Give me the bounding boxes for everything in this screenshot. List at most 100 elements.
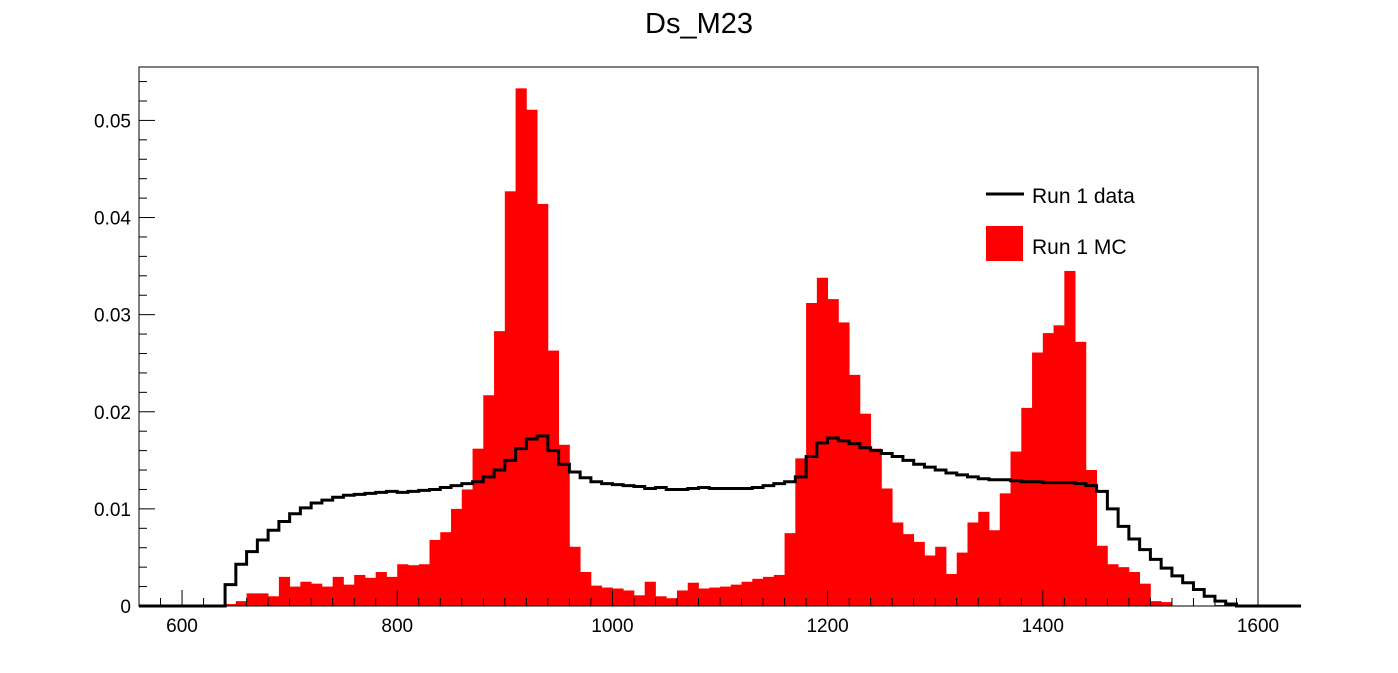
mc-bar xyxy=(892,522,904,606)
legend-label-data: Run 1 data xyxy=(1032,185,1135,208)
mc-bar xyxy=(773,574,785,606)
mc-bar xyxy=(526,109,538,606)
mc-bar xyxy=(1010,451,1022,606)
mc-bar xyxy=(1042,333,1054,606)
mc-bar xyxy=(1150,601,1162,606)
mc-bar xyxy=(268,596,280,606)
mc-bar xyxy=(763,576,775,606)
mc-bar xyxy=(483,395,495,606)
x-tick-label: 1400 xyxy=(1022,616,1064,637)
mc-bar xyxy=(1107,564,1119,606)
mc-bar xyxy=(1064,270,1076,606)
mc-bar xyxy=(741,581,753,606)
mc-bar xyxy=(999,493,1011,606)
mc-bar xyxy=(687,582,699,606)
mc-bar xyxy=(580,572,592,606)
mc-bar xyxy=(849,374,861,606)
mc-bar xyxy=(924,555,936,606)
mc-bar xyxy=(451,508,463,606)
mc-bar xyxy=(730,584,742,606)
mc-bar xyxy=(1085,470,1098,606)
mc-bar xyxy=(1161,602,1173,606)
mc-bar xyxy=(504,191,516,606)
data-step-line xyxy=(139,434,1302,608)
mc-bar xyxy=(655,596,667,606)
mc-bar xyxy=(515,88,527,606)
mc-bar xyxy=(558,444,570,606)
x-tick-label: 800 xyxy=(381,616,413,637)
y-tick-label: 0.02 xyxy=(94,403,131,424)
mc-bar xyxy=(343,584,355,606)
mc-bar xyxy=(935,546,947,606)
mc-bar xyxy=(881,488,893,606)
mc-bar xyxy=(418,564,430,606)
mc-bar xyxy=(590,585,603,606)
mc-bar xyxy=(235,601,247,606)
legend: Run 1 data Run 1 MC xyxy=(986,185,1135,261)
y-tick-label: 0.01 xyxy=(94,500,131,521)
mc-bar xyxy=(1096,545,1108,606)
mc-bar xyxy=(1075,341,1087,606)
mc-bar xyxy=(1021,407,1033,606)
mc-bar xyxy=(257,593,269,606)
mc-bar xyxy=(956,552,968,606)
mc-bar xyxy=(795,458,807,606)
mc-bar xyxy=(1128,572,1141,606)
data-histogram-line xyxy=(139,434,1302,608)
mc-bar xyxy=(978,511,990,606)
mc-bar xyxy=(989,530,1001,606)
mc-bar xyxy=(407,565,420,606)
mc-bar xyxy=(967,522,979,606)
x-axis: 600 800 1000 1200 1400 1600 xyxy=(138,590,1279,637)
mc-bar xyxy=(300,581,312,606)
mc-bar xyxy=(720,586,732,606)
mc-bar xyxy=(633,595,646,606)
legend-fill-swatch xyxy=(986,226,1023,261)
mc-bar xyxy=(870,448,882,606)
mc-bar xyxy=(945,573,958,606)
x-tick-label: 1600 xyxy=(1237,616,1279,637)
mc-bar xyxy=(1032,352,1044,606)
mc-bar xyxy=(429,539,441,606)
mc-bar xyxy=(278,576,291,606)
mc-bar xyxy=(1118,567,1130,606)
mc-bar xyxy=(644,581,656,606)
mc-bar xyxy=(547,350,560,606)
mc-bar xyxy=(332,576,344,606)
y-tick-label: 0.04 xyxy=(94,209,131,230)
mc-bar xyxy=(838,322,850,606)
y-tick-label: 0.03 xyxy=(94,306,131,327)
mc-bar xyxy=(698,588,710,606)
mc-bar xyxy=(569,546,581,606)
mc-bar xyxy=(623,590,635,606)
mc-bar xyxy=(386,576,398,606)
mc-bar xyxy=(311,583,323,606)
mc-bar xyxy=(246,593,258,606)
mc-bar xyxy=(666,598,678,606)
mc-bar xyxy=(321,586,334,606)
mc-bar xyxy=(827,299,839,606)
mc-bar xyxy=(354,574,366,606)
y-tick-label: 0.05 xyxy=(94,111,131,132)
mc-bar xyxy=(537,203,549,607)
mc-bar xyxy=(461,489,473,606)
mc-bar xyxy=(784,533,796,606)
mc-bar xyxy=(806,302,818,606)
mc-bar xyxy=(1139,583,1151,606)
mc-bar xyxy=(289,586,301,606)
mc-bar xyxy=(913,541,925,606)
mc-histogram-bars xyxy=(225,88,1227,607)
x-tick-label: 1200 xyxy=(806,616,848,637)
mc-bar xyxy=(902,534,915,606)
mc-bar xyxy=(440,532,452,606)
mc-bar xyxy=(859,413,872,606)
y-tick-label: 0 xyxy=(120,597,131,618)
mc-bar xyxy=(225,604,237,606)
mc-bar xyxy=(375,572,387,606)
mc-bar xyxy=(752,578,764,606)
mc-bar xyxy=(472,448,484,606)
mc-bar xyxy=(612,588,624,606)
y-axis: 0 0.01 0.02 0.03 0.04 0.05 xyxy=(94,81,155,618)
x-tick-label: 1000 xyxy=(591,616,633,637)
mc-bar xyxy=(709,587,721,606)
